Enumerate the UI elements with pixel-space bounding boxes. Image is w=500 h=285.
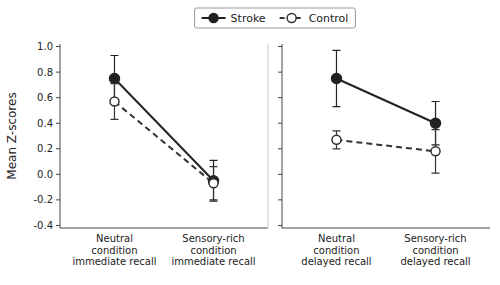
legend: Stroke Control: [195, 8, 356, 28]
point: [431, 118, 441, 128]
x-tick-label: Sensory-richconditionimmediate recall: [171, 233, 255, 267]
y-tick-label: -0.2: [33, 194, 53, 205]
error-bar: [210, 160, 218, 201]
y-tick: [56, 72, 60, 73]
x-tick-label-line: Sensory-rich: [404, 233, 466, 244]
y-tick: [56, 174, 60, 175]
error-bar: [432, 130, 440, 173]
legend-frame: [195, 8, 356, 28]
error-bar: [332, 50, 340, 106]
series: [110, 84, 218, 200]
legend-item: Control: [280, 12, 349, 25]
y-tick-label: 0.2: [37, 143, 53, 154]
y-tick-label: 1.0: [37, 41, 53, 52]
y-axis-line: [60, 44, 61, 228]
y-axis-label: Mean Z-scores: [5, 92, 19, 179]
y-tick-label: -0.4: [33, 220, 53, 231]
panel-separator: [268, 44, 269, 228]
x-tick-label-line: condition: [412, 245, 458, 256]
legend-marker: [209, 14, 218, 23]
y-tick: [56, 123, 60, 124]
x-tick-label-line: Neutral: [318, 233, 355, 244]
y-tick: [56, 46, 60, 47]
y-tick: [278, 225, 282, 226]
x-tick-label: Neutralconditionimmediate recall: [72, 233, 156, 267]
legend-item: Stroke: [202, 12, 266, 25]
y-tick: [56, 148, 60, 149]
plot-area: [331, 50, 440, 173]
point: [110, 97, 119, 106]
y-tick: [278, 97, 282, 98]
x-tick-label-line: condition: [190, 245, 236, 256]
panel: -0.4-0.20.00.20.40.60.81.0Neutralconditi…: [5, 41, 268, 267]
point: [332, 135, 341, 144]
error-bar: [332, 131, 340, 149]
x-tick-label-line: condition: [313, 245, 359, 256]
y-tick: [278, 199, 282, 200]
x-axis-line: [282, 228, 490, 229]
x-tick-label-line: Sensory-rich: [182, 233, 244, 244]
legend-label: Stroke: [231, 12, 266, 25]
y-tick: [278, 174, 282, 175]
series: [109, 56, 218, 202]
legend-marker: [287, 14, 296, 23]
series: [331, 50, 440, 145]
y-tick: [278, 148, 282, 149]
panel: Neutralconditiondelayed recallSensory-ri…: [278, 44, 490, 267]
x-tick-label-line: condition: [91, 245, 137, 256]
y-tick: [56, 97, 60, 98]
series-line: [114, 79, 213, 181]
y-tick-label: 0.8: [37, 67, 53, 78]
x-tick-label-line: delayed recall: [400, 256, 470, 267]
point: [109, 74, 119, 84]
y-tick: [278, 123, 282, 124]
y-axis-line: [282, 44, 283, 228]
y-tick: [56, 199, 60, 200]
chart: -0.4-0.20.00.20.40.60.81.0Neutralconditi…: [0, 0, 500, 285]
x-tick-label: Neutralconditiondelayed recall: [301, 233, 371, 267]
legend-label: Control: [309, 12, 349, 25]
point: [331, 74, 341, 84]
point: [209, 179, 218, 188]
error-bar: [210, 167, 218, 200]
y-tick: [56, 225, 60, 226]
y-tick: [278, 72, 282, 73]
point: [431, 147, 440, 156]
series-line: [336, 79, 435, 124]
plot-area: [109, 56, 218, 202]
y-tick-label: 0.0: [37, 169, 53, 180]
x-tick-label-line: delayed recall: [301, 256, 371, 267]
x-tick-label-line: immediate recall: [72, 256, 156, 267]
x-tick-label-line: Neutral: [96, 233, 133, 244]
series-line: [336, 140, 435, 152]
y-tick-label: 0.4: [37, 118, 53, 129]
x-axis-line: [60, 228, 268, 229]
error-bar: [110, 84, 118, 120]
x-tick-label-line: immediate recall: [171, 256, 255, 267]
series-line: [114, 102, 213, 184]
y-tick: [278, 46, 282, 47]
y-tick-label: 0.6: [37, 92, 53, 103]
x-tick-label: Sensory-richconditiondelayed recall: [400, 233, 470, 267]
series: [332, 130, 440, 173]
